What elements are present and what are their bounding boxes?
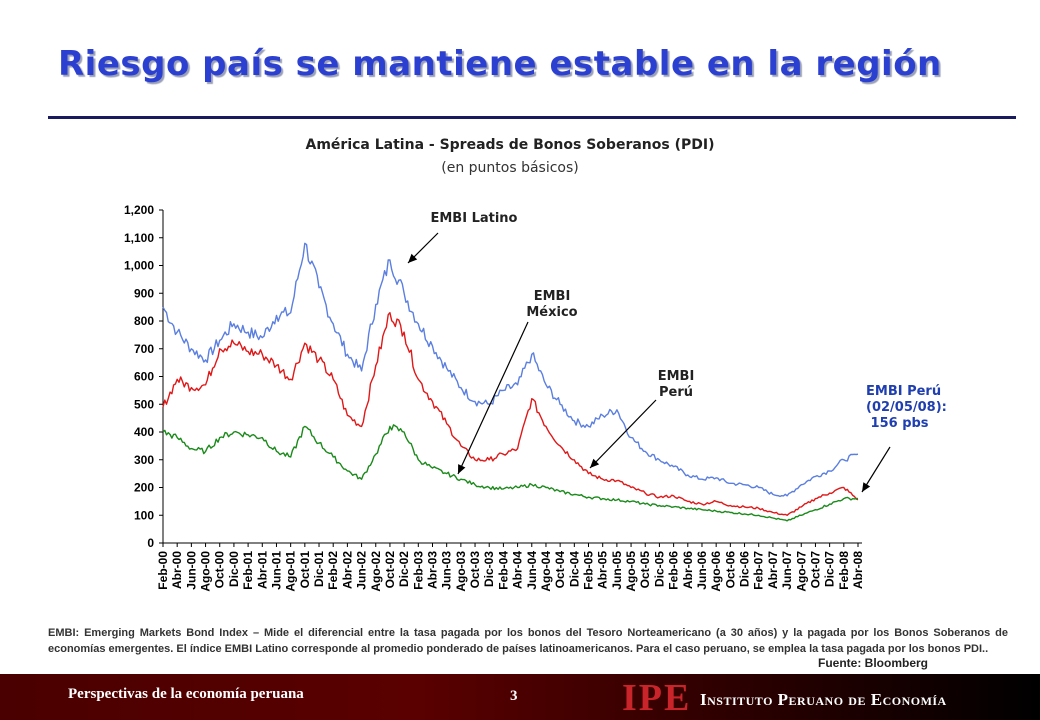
series-line-embi-m-xico xyxy=(162,424,859,522)
title-divider xyxy=(48,116,1016,119)
footer-bar xyxy=(0,674,1040,720)
x-tick-label: Feb-01 xyxy=(241,551,255,590)
spreads-line-chart: 0 100 200 300 400 500 600 700 800 900 1,000 1,100 1,… xyxy=(124,203,947,592)
x-tick-label: Ago-01 xyxy=(284,551,298,592)
x-tick-label: Feb-07 xyxy=(752,551,766,590)
x-tick-label: Ago-03 xyxy=(454,551,468,592)
annotation-embi-latino: EMBI Latino xyxy=(430,211,517,226)
x-tick-label: Feb-08 xyxy=(837,551,851,590)
chart-subtitle: (en puntos básicos) xyxy=(441,160,579,176)
ipe-logo-text: Instituto Peruano de Economía xyxy=(700,690,947,709)
x-tick-label: Abr-04 xyxy=(511,551,525,589)
x-tick-label: Ago-04 xyxy=(539,551,553,592)
y-tick-label: 1,000 xyxy=(124,259,154,273)
x-tick-label: Jun-00 xyxy=(184,551,198,590)
y-tick-label: 900 xyxy=(134,286,154,300)
x-tick-label: Ago-06 xyxy=(709,551,723,592)
page-number: 3 xyxy=(510,688,518,704)
y-tick-label: 200 xyxy=(134,481,154,495)
annotation-arrow-embi-mexico xyxy=(457,321,529,475)
x-tick-label: Dic-00 xyxy=(227,551,241,587)
x-tick-label: Abr-03 xyxy=(425,551,439,589)
x-tick-label: Oct-02 xyxy=(383,551,397,589)
x-tick-label: Feb-02 xyxy=(326,551,340,590)
x-tick-label: Jun-02 xyxy=(355,551,369,590)
x-tick-label: Ago-05 xyxy=(624,551,638,592)
y-tick-label: 100 xyxy=(134,508,154,522)
x-tick-label: Abr-05 xyxy=(596,551,610,589)
y-tick-label: 300 xyxy=(134,453,154,467)
x-tick-label: Oct-03 xyxy=(468,551,482,589)
x-tick-label: Jun-05 xyxy=(610,551,624,590)
annotation-arrow-embi-peru-head xyxy=(590,458,600,468)
y-tick-label: 500 xyxy=(134,397,154,411)
x-tick-label: Dic-02 xyxy=(397,551,411,587)
x-tick-label: Dic-03 xyxy=(482,551,496,587)
x-tick-label: Dic-05 xyxy=(652,551,666,587)
source-note: Fuente: Bloomberg xyxy=(818,656,928,670)
x-tick-label: Feb-00 xyxy=(156,551,170,590)
x-tick-label: Oct-07 xyxy=(808,551,822,589)
x-tick-label: Oct-04 xyxy=(553,551,567,589)
annotation-arrow-embi-mexico-head xyxy=(458,464,466,474)
x-tick-label: Ago-02 xyxy=(369,551,383,592)
x-tick-label: Abr-06 xyxy=(681,551,695,589)
x-tick-label: Ago-00 xyxy=(199,551,213,592)
x-tick-label: Oct-06 xyxy=(723,551,737,589)
x-tick-label: Feb-03 xyxy=(411,551,425,590)
y-tick-label: 0 xyxy=(147,536,154,550)
y-tick-label: 800 xyxy=(134,314,154,328)
y-tick-label: 1,200 xyxy=(124,203,154,217)
x-tick-label: Jun-06 xyxy=(695,551,709,590)
x-tick-label: Abr-07 xyxy=(766,551,780,589)
x-tick-label: Dic-07 xyxy=(823,551,837,587)
x-tick-label: Dic-06 xyxy=(738,551,752,587)
annotation-arrow-embi-peru xyxy=(589,399,657,469)
x-tick-label: Ago-07 xyxy=(794,551,808,592)
x-tick-label: Oct-05 xyxy=(638,551,652,589)
x-tick-label: Feb-06 xyxy=(667,551,681,590)
y-tick-label: 700 xyxy=(134,342,154,356)
x-tick-label: Abr-01 xyxy=(255,551,269,589)
x-tick-label: Abr-08 xyxy=(851,551,865,589)
x-tick-label: Abr-00 xyxy=(170,551,184,589)
x-tick-label: Oct-00 xyxy=(213,551,227,589)
x-tick-label: Jun-01 xyxy=(269,551,283,590)
x-tick-label: Feb-04 xyxy=(496,551,510,590)
y-tick-label: 1,100 xyxy=(124,231,154,245)
y-tick-label: 400 xyxy=(134,425,154,439)
y-tick-label: 600 xyxy=(134,370,154,384)
x-tick-label: Dic-01 xyxy=(312,551,326,587)
x-tick-label: Jun-03 xyxy=(440,551,454,590)
footer-presentation-title: Perspectivas de la economía peruana xyxy=(68,686,304,702)
slide-title: Riesgo país se mantiene estable en la re… xyxy=(58,44,942,84)
footnote-embi: EMBI: Emerging Markets Bond Index – Mide… xyxy=(48,627,1008,655)
annotation-embi-peru: EMBI Perú xyxy=(658,369,695,400)
annotation-embi-peru-latest: EMBI Perú (02/05/08): 156 pbs xyxy=(866,384,947,431)
annotation-embi-mexico: EMBI México xyxy=(526,289,577,320)
x-tick-label: Abr-02 xyxy=(340,551,354,589)
x-tick-label: Dic-04 xyxy=(567,551,581,587)
ipe-logo-mark: IPE xyxy=(622,677,692,719)
annotation-arrow-embi-peru-latest-head xyxy=(862,482,871,492)
x-tick-label: Jun-07 xyxy=(780,551,794,590)
annotation-arrow-embi-latino-head xyxy=(408,253,418,263)
x-tick-label: Feb-05 xyxy=(582,551,596,590)
x-tick-label: Oct-01 xyxy=(298,551,312,589)
x-tick-label: Jun-04 xyxy=(525,551,539,590)
series-line-embi-latino xyxy=(162,242,859,498)
series-line-embi-per xyxy=(162,312,859,516)
chart-title: América Latina - Spreads de Bonos Sobera… xyxy=(305,137,715,153)
